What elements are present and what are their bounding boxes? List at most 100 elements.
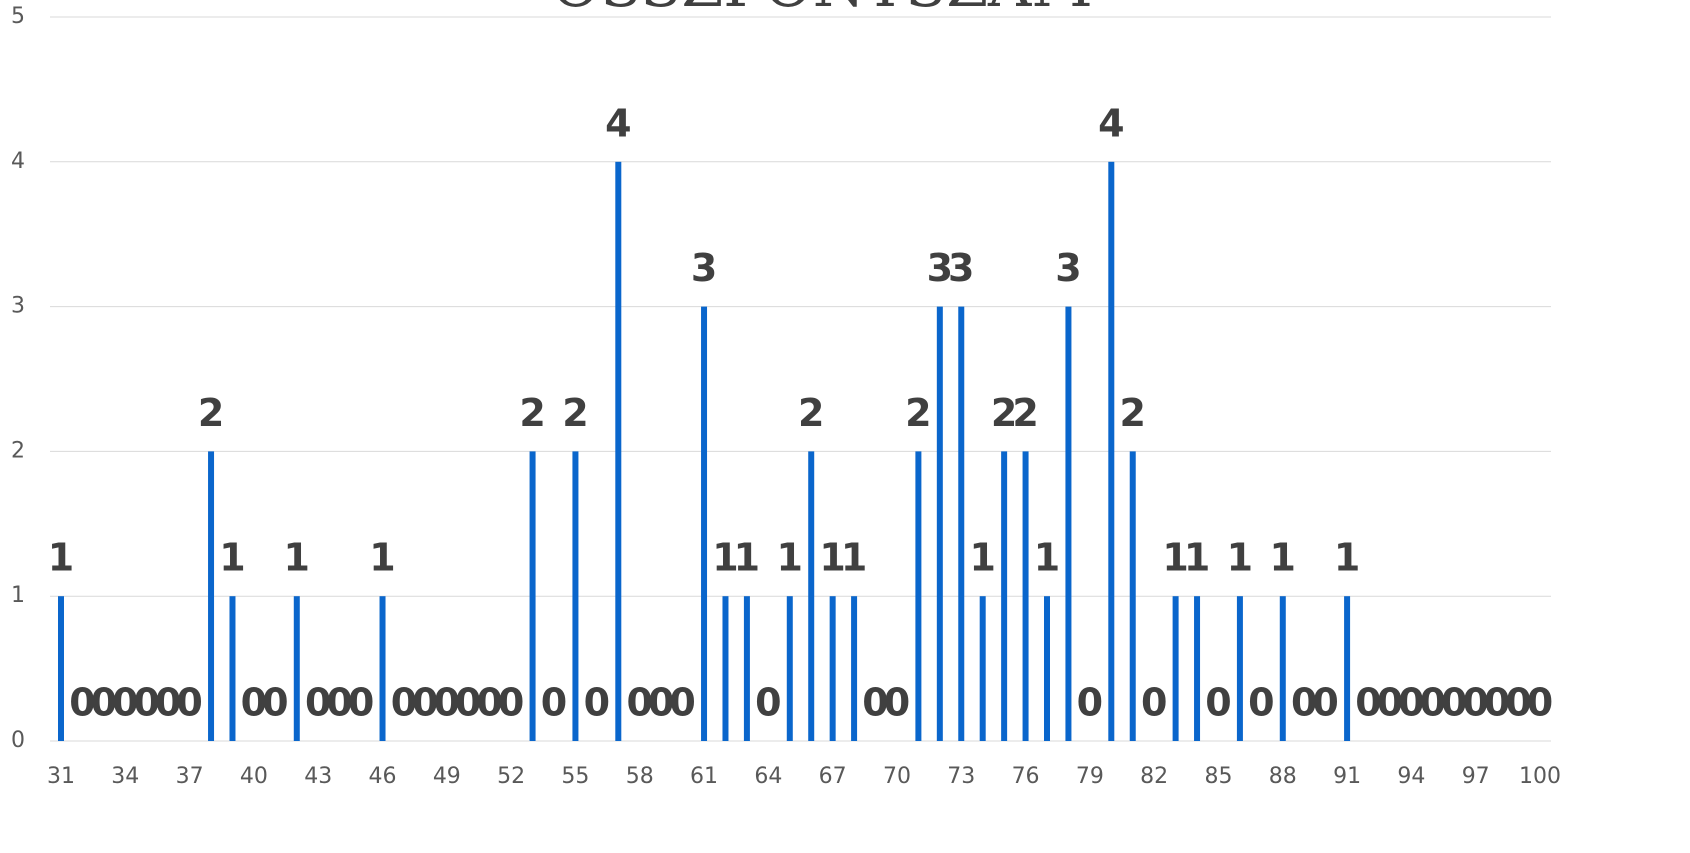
data-label: 1 <box>969 536 995 580</box>
data-label: 0 <box>627 681 653 725</box>
data-label: 2 <box>991 391 1017 435</box>
data-label: 0 <box>1462 681 1488 725</box>
data-label: 0 <box>1441 681 1467 725</box>
bar <box>572 451 579 741</box>
bar <box>1108 161 1115 742</box>
bar <box>208 451 215 741</box>
x-tick-label: 91 <box>1333 764 1361 789</box>
data-label: 0 <box>1505 681 1531 725</box>
x-tick-label: 100 <box>1519 764 1561 789</box>
data-label: 1 <box>1184 536 1210 580</box>
data-label: 0 <box>1377 681 1403 725</box>
bar <box>1172 596 1179 741</box>
bar <box>1194 596 1201 741</box>
bar <box>979 596 986 741</box>
data-label: 3 <box>1055 246 1081 290</box>
x-tick-label: 85 <box>1204 764 1232 789</box>
data-label: 0 <box>1077 681 1103 725</box>
x-tick-label: 82 <box>1140 764 1168 789</box>
data-label: 3 <box>691 246 717 290</box>
data-label: 4 <box>1098 101 1124 145</box>
data-label: 1 <box>1334 536 1360 580</box>
bar <box>1279 596 1286 741</box>
data-label: 4 <box>605 101 631 145</box>
x-tick-label: 97 <box>1462 764 1490 789</box>
data-label: 0 <box>1398 681 1424 725</box>
bar <box>786 596 793 741</box>
data-label: 0 <box>434 681 460 725</box>
bar <box>958 306 965 741</box>
x-tick-label: 76 <box>1012 764 1040 789</box>
y-tick-label: 5 <box>11 4 25 29</box>
x-tick-label: 34 <box>111 764 139 789</box>
bar <box>1065 306 1072 741</box>
data-label: 0 <box>1355 681 1381 725</box>
data-label: 2 <box>519 391 545 435</box>
data-label: 0 <box>1248 681 1274 725</box>
data-label: 0 <box>541 681 567 725</box>
bar <box>808 451 815 741</box>
x-tick-label: 40 <box>240 764 268 789</box>
bar <box>379 596 386 741</box>
data-label: 0 <box>648 681 674 725</box>
data-label: 0 <box>155 681 181 725</box>
x-tick-label: 55 <box>561 764 589 789</box>
data-label: 0 <box>862 681 888 725</box>
bar <box>615 161 622 742</box>
bar <box>58 596 64 741</box>
data-label: 0 <box>134 681 160 725</box>
data-label: 0 <box>1420 681 1446 725</box>
data-label: 1 <box>1162 536 1188 580</box>
data-label: 0 <box>455 681 481 725</box>
data-label: 0 <box>669 681 695 725</box>
data-label: 2 <box>798 391 824 435</box>
x-tick-label: 58 <box>626 764 654 789</box>
data-label: 0 <box>1484 681 1510 725</box>
bar <box>1022 451 1029 741</box>
data-label: 1 <box>819 536 845 580</box>
bar <box>529 451 536 741</box>
data-label: 1 <box>369 536 395 580</box>
data-label: 1 <box>1227 536 1253 580</box>
data-label: 0 <box>1205 681 1231 725</box>
bar <box>936 306 943 741</box>
data-label: 0 <box>584 681 610 725</box>
data-label: 0 <box>1527 681 1553 725</box>
data-label: 0 <box>1291 681 1317 725</box>
data-label: 0 <box>241 681 267 725</box>
x-tick-label: 64 <box>754 764 782 789</box>
data-label: 0 <box>91 681 117 725</box>
bar <box>229 596 236 741</box>
x-tick-label: 73 <box>947 764 975 789</box>
data-label: 0 <box>755 681 781 725</box>
y-tick-label: 4 <box>11 149 25 174</box>
x-tick-label: 31 <box>47 764 75 789</box>
data-label: 0 <box>884 681 910 725</box>
x-tick-label: 43 <box>304 764 332 789</box>
y-tick-label: 3 <box>11 294 25 319</box>
x-tick-label: 49 <box>433 764 461 789</box>
data-label: 2 <box>905 391 931 435</box>
data-label: 1 <box>734 536 760 580</box>
x-tick-label: 52 <box>497 764 525 789</box>
x-tick-label: 67 <box>819 764 847 789</box>
x-tick-label: 88 <box>1269 764 1297 789</box>
data-label: 1 <box>841 536 867 580</box>
data-label: 0 <box>1312 681 1338 725</box>
data-label: 0 <box>476 681 502 725</box>
data-label: 0 <box>1141 681 1167 725</box>
y-tick-label: 0 <box>11 728 25 753</box>
data-label: 0 <box>498 681 524 725</box>
data-label: 2 <box>562 391 588 435</box>
y-tick-label: 2 <box>11 438 25 463</box>
data-label: 1 <box>1034 536 1060 580</box>
data-label: 0 <box>262 681 288 725</box>
data-label: 0 <box>412 681 438 725</box>
x-tick-label: 61 <box>690 764 718 789</box>
x-tick-label: 70 <box>883 764 911 789</box>
bar <box>743 596 750 741</box>
bar <box>1044 596 1050 741</box>
x-tick-label: 79 <box>1076 764 1104 789</box>
data-label: 1 <box>284 536 310 580</box>
